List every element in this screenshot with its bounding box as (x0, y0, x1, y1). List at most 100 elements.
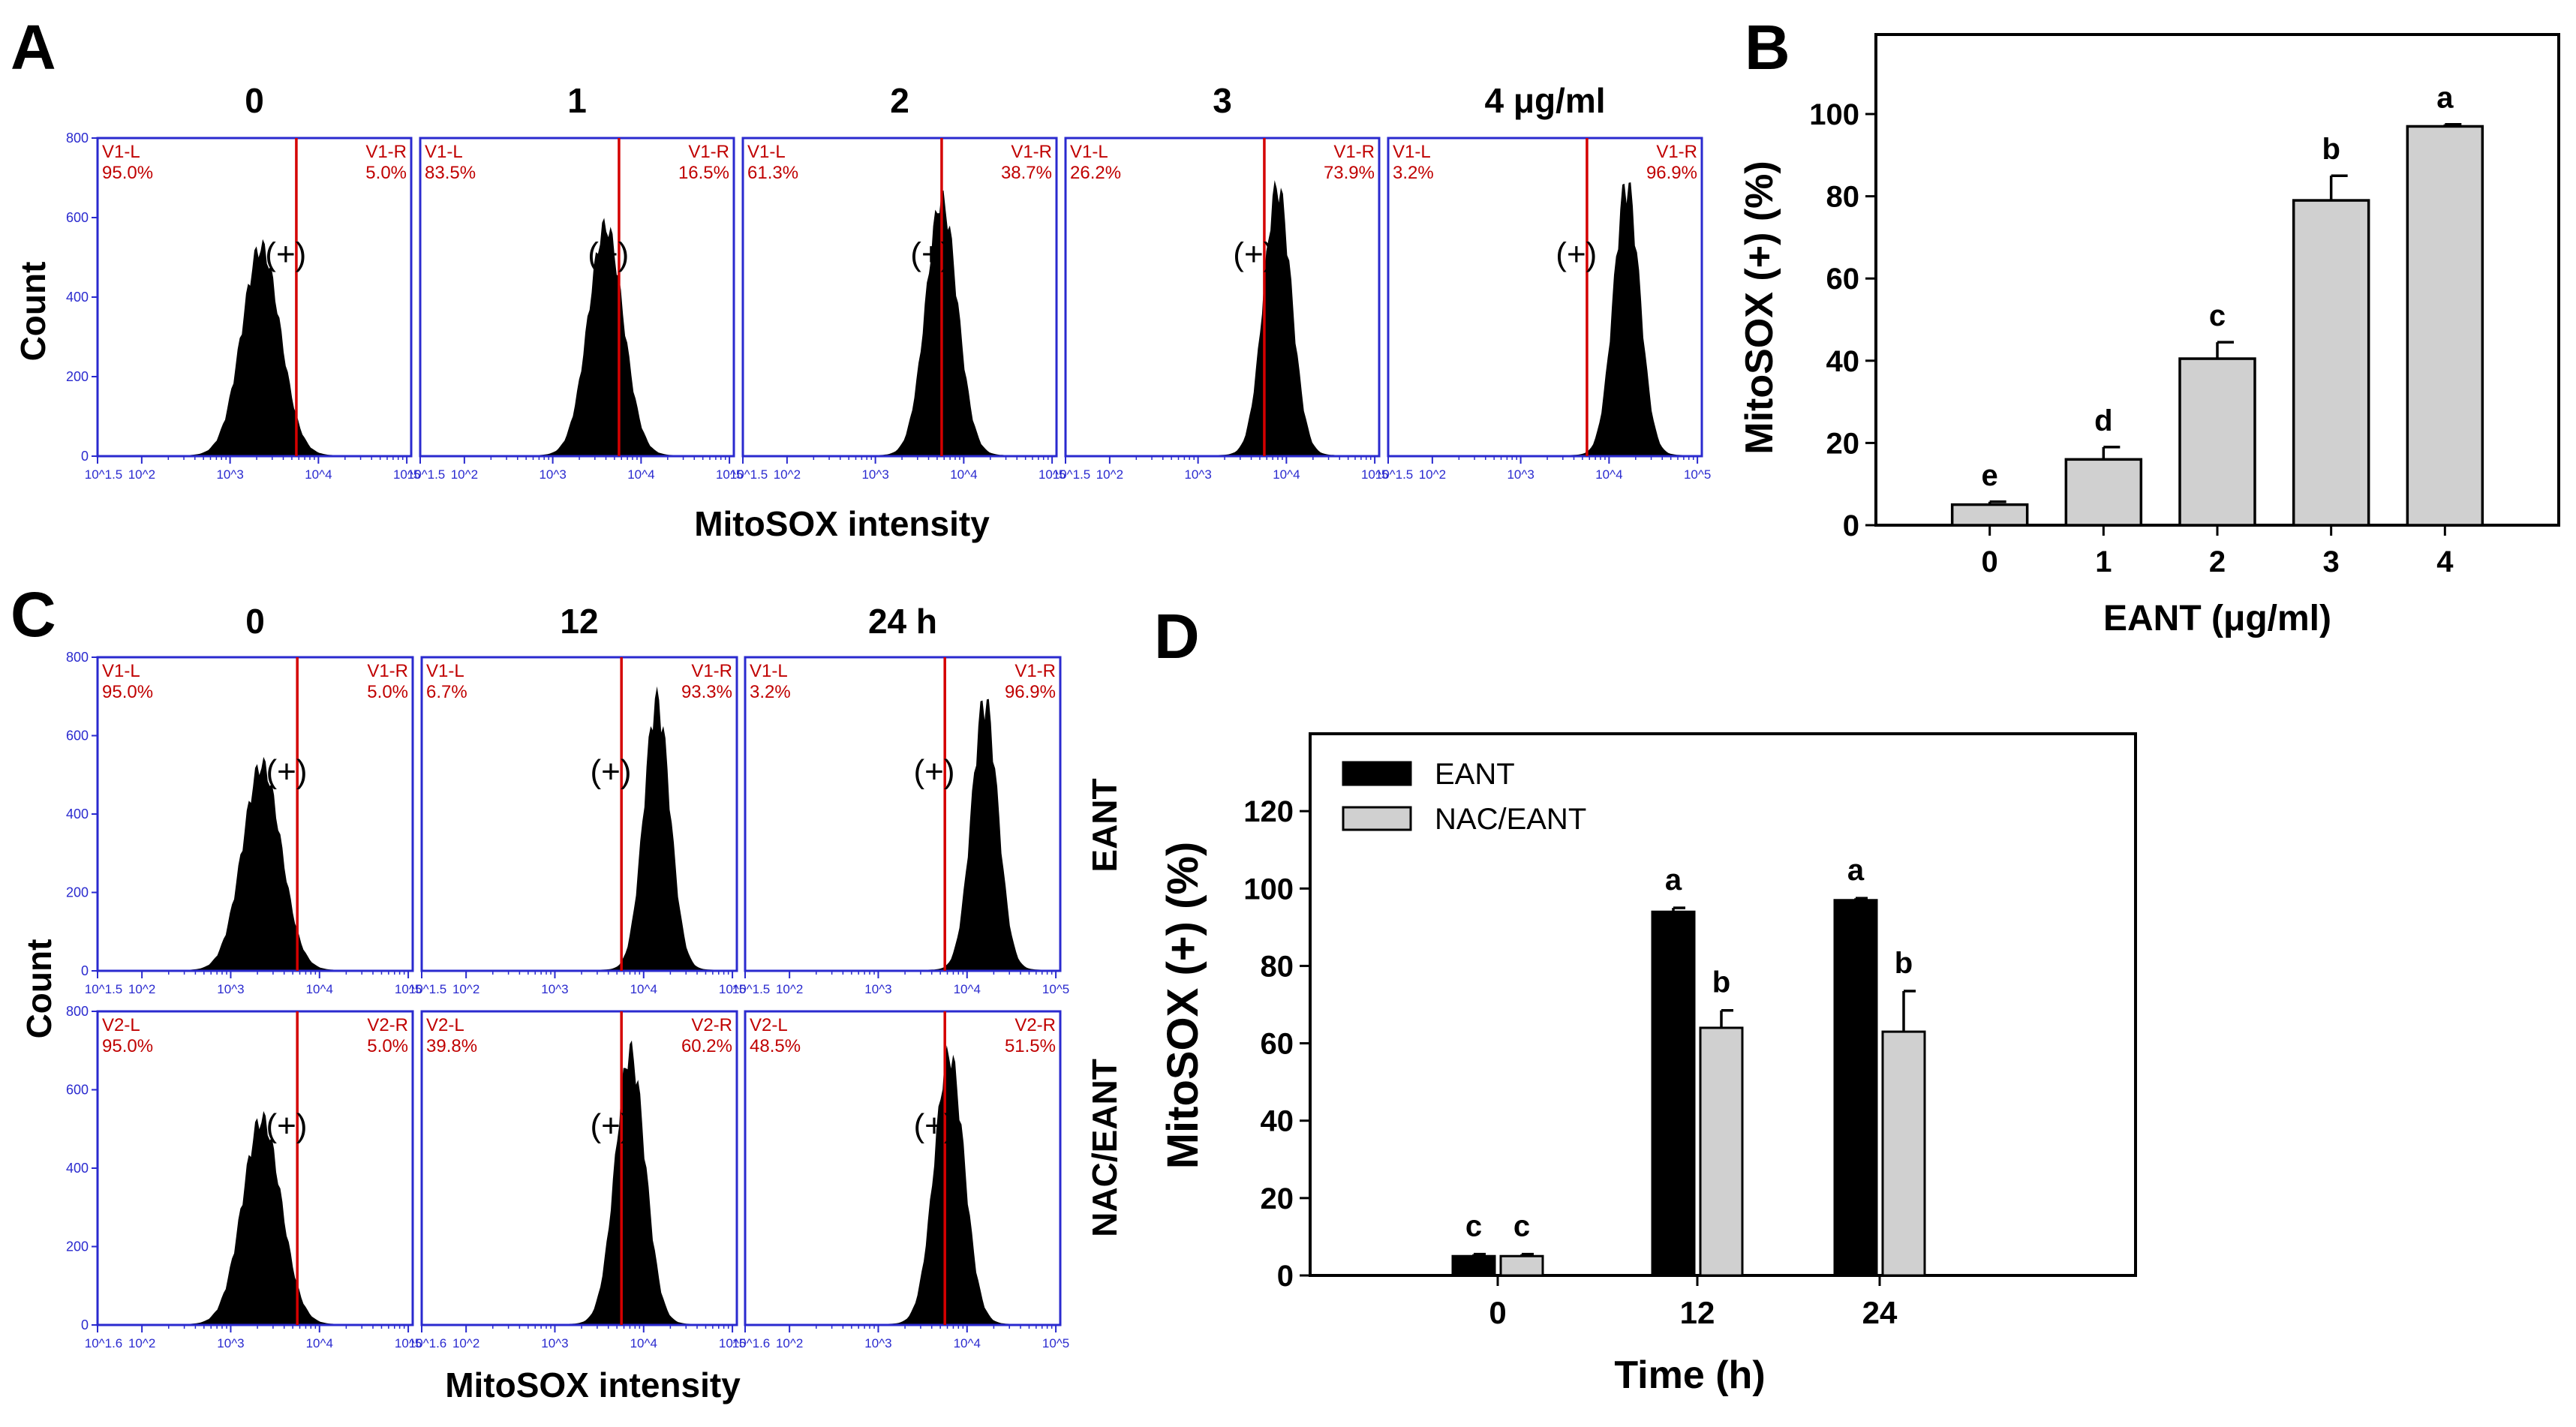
flow-plot-c-0-0: V1-L95.0% V1-R5.0% (+) 0 200 400 600 800 10^1.5 1… (66, 650, 422, 996)
gate-right-percent: 16.5% (678, 163, 729, 183)
flow-plot-a-0: V1-L95.0% V1-R5.0% (+) 0 200 400 600 800 10^1.5 1… (66, 131, 420, 482)
panel-a-xlabel: MitoSOX intensity (694, 504, 990, 543)
gate-right-label: V1-R (1011, 142, 1052, 162)
x-tick-label: 10^5 (716, 467, 743, 482)
gate-left-label: V1-L (1393, 142, 1431, 162)
x-tick-label: 10^3 (539, 467, 566, 482)
plot-frame (420, 1010, 738, 1326)
bar (1950, 503, 2029, 527)
y-tick-label: 200 (66, 885, 89, 900)
histogram-area (98, 239, 411, 456)
x-axis-title: Time (h) (1614, 1353, 1765, 1397)
y-tick-label: 0 (81, 963, 89, 978)
gate-left-label: V1-L (102, 661, 140, 681)
y-tick-label: 40 (1261, 1105, 1294, 1138)
bar-nac-eant (1499, 1254, 1544, 1277)
panel-label-a: A (11, 12, 56, 83)
y-tick-label: 0 (1277, 1260, 1294, 1293)
positive-population-label: (+) (588, 236, 629, 273)
y-tick-label: 400 (66, 1161, 89, 1176)
y-tick-label: 60 (1261, 1028, 1294, 1061)
y-tick-label: 120 (1243, 795, 1294, 828)
gate-left-percent: 3.2% (1393, 163, 1434, 183)
x-tick-label: 10^5 (1361, 467, 1388, 482)
gate-left-label: V1-L (426, 661, 464, 681)
positive-population-label: (+) (910, 236, 951, 273)
bar-nac-eant (1881, 1030, 1926, 1277)
x-tick-label: 10^5 (1684, 467, 1711, 482)
legend-label: EANT (1435, 758, 1515, 791)
x-tick-label: 10^2 (128, 1336, 155, 1350)
bar (2064, 458, 2143, 527)
x-tick-label: 10^5 (719, 982, 746, 996)
bar (2292, 199, 2370, 527)
x-tick-label: 10^3 (861, 467, 888, 482)
histogram-area (98, 1110, 413, 1325)
gate-left-percent: 95.0% (102, 1036, 153, 1056)
x-tick-label: 10^3 (216, 467, 243, 482)
positive-population-label: (+) (1233, 236, 1274, 273)
y-tick-label: 200 (66, 369, 89, 384)
x-tick-label: 10^5 (393, 467, 420, 482)
panel-c-column-header: 0 (245, 602, 265, 641)
x-tick-label: 10^3 (864, 1336, 891, 1350)
gate-left-percent: 61.3% (747, 163, 798, 183)
bar-eant (1451, 1254, 1496, 1277)
panel-d-grouped-bar-chart: 0 20 40 60 80 100 120 c c 0 a b 12 a b 24 EANT NAC/EANT Ti… (1159, 732, 2137, 1397)
x-tick-label: 10^1.6 (85, 1336, 123, 1350)
gate-right-percent: 96.9% (1646, 163, 1697, 183)
y-tick-label: 100 (1809, 98, 1859, 131)
histogram-area (745, 698, 1060, 971)
plot-frame (419, 137, 735, 458)
positive-population-label: (+) (591, 1107, 632, 1144)
x-tick-label: 10^1.6 (732, 1336, 771, 1350)
y-axis-title: MitoSOX (+) (%) (1159, 842, 1207, 1170)
gate-right-label: V1-R (691, 661, 732, 681)
y-tick-label: 600 (66, 210, 89, 225)
x-tick-label: 12 (1680, 1295, 1715, 1330)
y-tick-label: 800 (66, 131, 89, 146)
gate-right-percent: 38.7% (1001, 163, 1052, 183)
panel-c-column-header: 12 (560, 602, 598, 641)
x-tick-label: 10^2 (1096, 467, 1123, 482)
gate-right-label: V1-R (1333, 142, 1375, 162)
x-tick-label: 0 (1982, 545, 1998, 578)
y-tick-label: 800 (66, 650, 89, 665)
histogram-area (1066, 180, 1379, 456)
gate-right-percent: 96.9% (1005, 682, 1056, 702)
x-tick-label: 4 (2436, 545, 2454, 578)
y-tick-label: 400 (66, 290, 89, 305)
y-tick-label: 600 (66, 1083, 89, 1098)
x-tick-label: 10^3 (864, 982, 891, 996)
x-tick-label: 10^5 (1042, 1336, 1069, 1350)
x-axis-title: EANT (μg/ml) (2103, 599, 2331, 638)
gate-right-percent: 51.5% (1005, 1036, 1056, 1056)
y-tick-label: 20 (1826, 427, 1860, 460)
panel-c-column-header: 24 h (868, 602, 937, 641)
significance-letter: b (2322, 133, 2340, 166)
x-tick-label: 10^1.5 (85, 982, 123, 996)
y-tick-label: 0 (81, 1317, 89, 1332)
x-tick-label: 10^2 (774, 467, 801, 482)
x-tick-label: 10^1.5 (730, 467, 768, 482)
x-tick-label: 10^4 (306, 982, 333, 996)
x-tick-label: 10^1.5 (732, 982, 771, 996)
positive-population-label: (+) (591, 753, 632, 790)
y-tick-label: 80 (1261, 950, 1294, 983)
panel-c-row-label-nac-eant: NAC/EANT (1085, 1059, 1124, 1237)
x-tick-label: 10^1.6 (409, 1336, 447, 1350)
y-tick-label: 0 (1843, 509, 1859, 542)
gate-left-label: V1-L (425, 142, 463, 162)
significance-letter: d (2094, 404, 2112, 437)
panel-a-column-header: 2 (890, 81, 909, 120)
histogram-area (1388, 182, 1702, 456)
x-tick-label: 10^4 (1595, 467, 1622, 482)
flow-plot-a-1: V1-L83.5% V1-R16.5% (+) 10^1.5 10^2 10^3 10^4 1… (407, 137, 743, 482)
x-tick-label: 10^1.5 (409, 982, 447, 996)
plot-frame (1387, 137, 1703, 458)
y-axis-title: MitoSOX (+) (%) (1738, 161, 1781, 454)
positive-population-label: (+) (265, 236, 306, 273)
gate-left-label: V1-L (747, 142, 786, 162)
legend-label: NAC/EANT (1435, 803, 1586, 836)
significance-letter: c (1513, 1210, 1530, 1243)
